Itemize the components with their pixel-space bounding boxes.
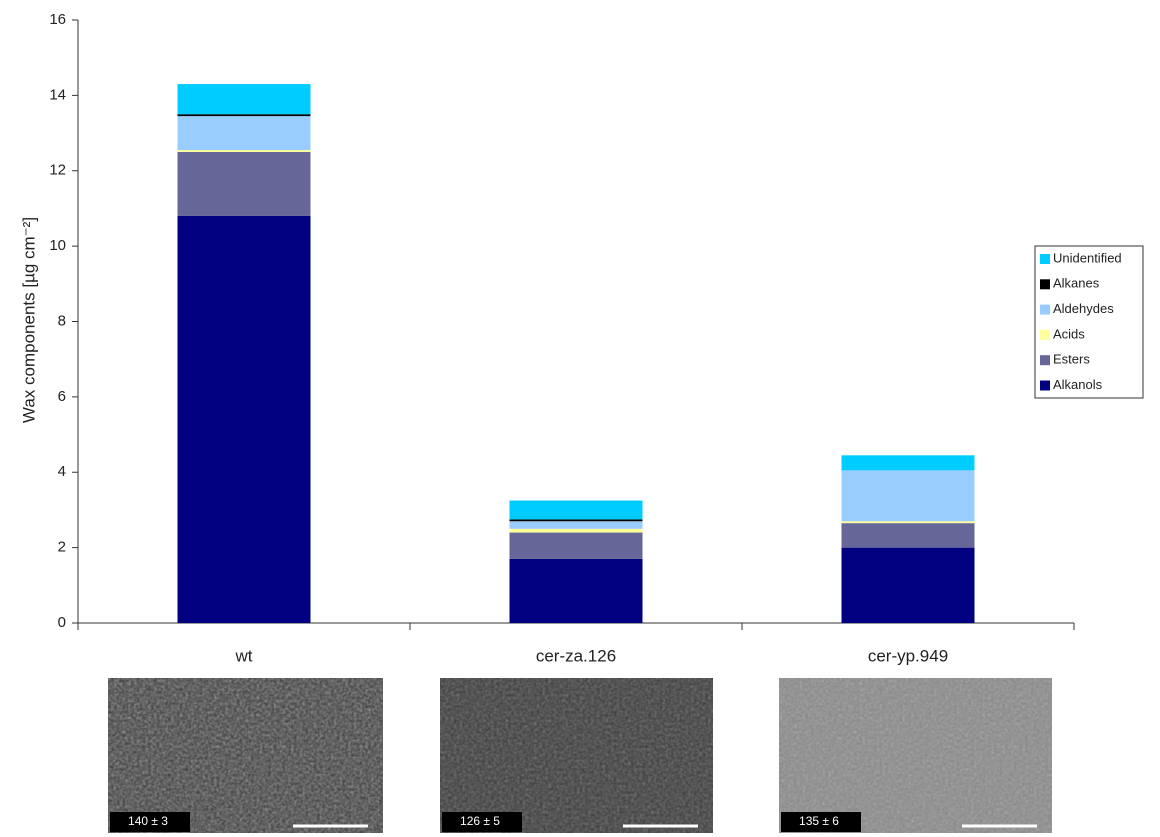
micrograph-texture: [108, 678, 383, 833]
bar-segment: [178, 84, 311, 114]
legend-box: [1035, 246, 1143, 398]
y-tick-label: 8: [58, 312, 66, 329]
legend-swatch: [1040, 355, 1050, 365]
bar-segment: [510, 533, 643, 559]
scale-label: 135 ± 6: [799, 814, 839, 828]
y-tick-label: 4: [58, 463, 66, 480]
bar-segment: [510, 519, 643, 521]
bar-segment: [178, 114, 311, 116]
bar-segment: [510, 521, 643, 529]
legend-label: Acids: [1053, 326, 1085, 341]
y-tick-label: 0: [58, 614, 66, 631]
y-tick-label: 6: [58, 388, 66, 405]
bar-segment: [842, 548, 975, 623]
bar-segment: [842, 523, 975, 547]
legend-label: Alkanols: [1053, 377, 1103, 392]
bar-segment: [842, 470, 975, 521]
bar-segment: [842, 521, 975, 523]
legend: Unidentified Alkanes Aldehydes Acids Esters A…: [1035, 246, 1143, 398]
y-tick-label: 14: [49, 86, 66, 103]
legend-swatch: [1040, 305, 1050, 315]
micrograph-texture: [440, 678, 713, 833]
bar-segment: [510, 559, 643, 623]
micrograph-texture: [779, 678, 1052, 833]
legend-label: Alkanes: [1053, 276, 1100, 291]
chart: Wax components [µg cm⁻²] 0 2 4 6 8 10 12 14 16 wt…: [0, 0, 1160, 837]
legend-label: Esters: [1053, 352, 1090, 367]
y-tick-label: 12: [49, 162, 66, 179]
y-axis-label: Wax components [µg cm⁻²]: [19, 217, 38, 423]
micrograph: 126 ± 5: [440, 678, 713, 833]
legend-label: Unidentified: [1053, 250, 1122, 265]
bar-segment: [178, 150, 311, 152]
legend-swatch: [1040, 330, 1050, 340]
x-tick-label: cer-yp.949: [868, 646, 948, 665]
y-tick-label: 16: [49, 11, 66, 28]
bar-segment: [178, 216, 311, 623]
legend-swatch: [1040, 381, 1050, 391]
micrograph: 140 ± 3: [108, 678, 383, 833]
bar-segment: [510, 529, 643, 533]
x-tick-label: cer-za.126: [536, 646, 616, 665]
scale-label: 126 ± 5: [460, 814, 500, 828]
legend-swatch: [1040, 279, 1050, 289]
bar-segment: [842, 455, 975, 470]
y-tick-label: 10: [49, 237, 66, 254]
scale-label: 140 ± 3: [128, 814, 168, 828]
x-tick-label: wt: [235, 646, 253, 665]
legend-label: Aldehydes: [1053, 301, 1114, 316]
micrograph: 135 ± 6: [779, 678, 1052, 833]
bar-segment: [510, 501, 643, 520]
y-tick-label: 2: [58, 539, 66, 556]
bar-segment: [178, 152, 311, 216]
legend-swatch: [1040, 254, 1050, 264]
bar-segment: [178, 116, 311, 150]
